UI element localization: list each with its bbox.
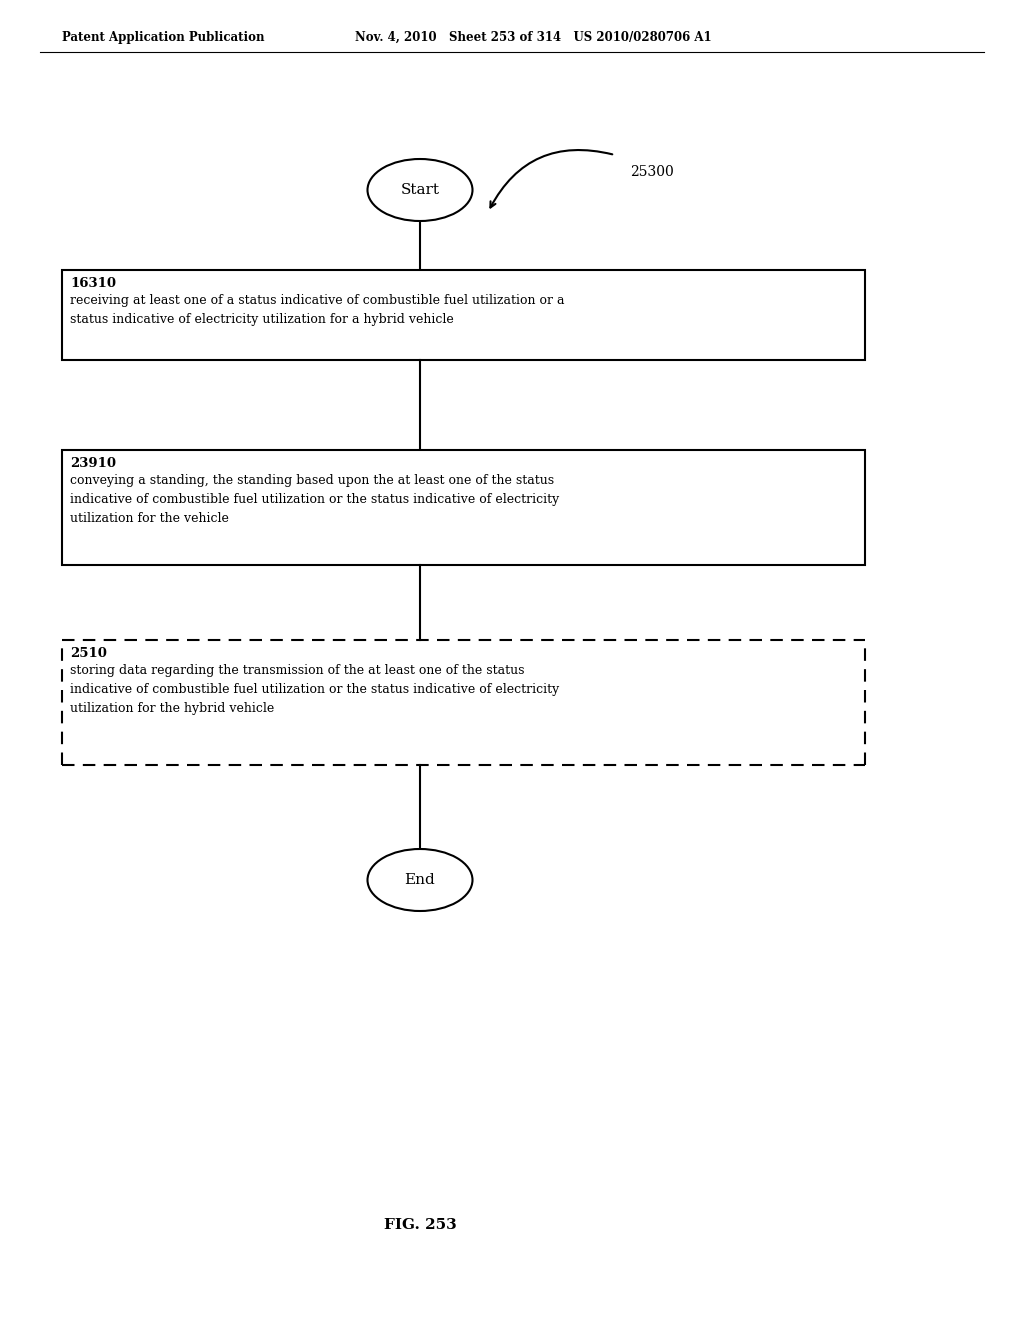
Text: 2510: 2510 (70, 647, 106, 660)
Ellipse shape (368, 849, 472, 911)
Ellipse shape (368, 158, 472, 220)
Text: 25300: 25300 (630, 165, 674, 180)
Text: conveying a standing, the standing based upon the at least one of the status
ind: conveying a standing, the standing based… (70, 474, 559, 525)
Text: End: End (404, 873, 435, 887)
Bar (62, 450, 865, 565)
Text: Nov. 4, 2010   Sheet 253 of 314   US 2010/0280706 A1: Nov. 4, 2010 Sheet 253 of 314 US 2010/02… (355, 30, 712, 44)
Text: Patent Application Publication: Patent Application Publication (62, 30, 264, 44)
Bar (62, 271, 865, 360)
Text: receiving at least one of a status indicative of combustible fuel utilization or: receiving at least one of a status indic… (70, 294, 564, 326)
Text: Start: Start (400, 183, 439, 197)
Text: 16310: 16310 (70, 277, 116, 290)
Text: FIG. 253: FIG. 253 (384, 1218, 457, 1232)
Text: 23910: 23910 (70, 457, 116, 470)
Text: storing data regarding the transmission of the at least one of the status
indica: storing data regarding the transmission … (70, 664, 559, 715)
